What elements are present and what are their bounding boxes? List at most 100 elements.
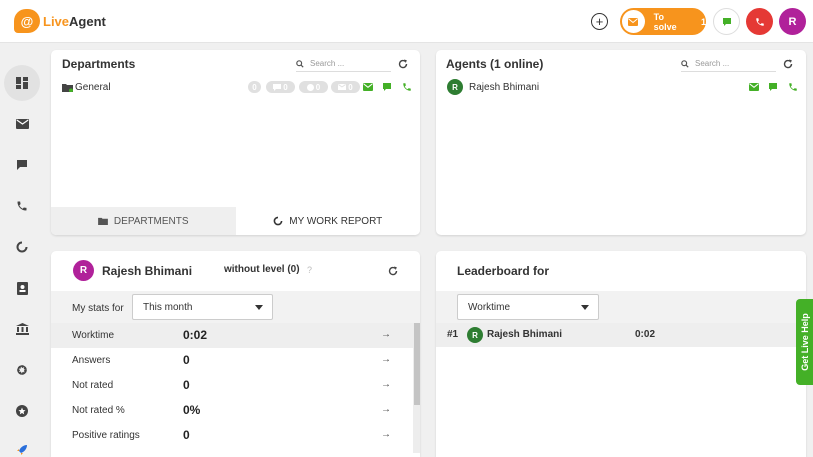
department-email-icon[interactable] xyxy=(362,81,374,93)
search-placeholder: Search ... xyxy=(695,59,730,68)
refresh-icon xyxy=(388,266,398,276)
stats-filter-bar: My stats for This month xyxy=(51,291,420,323)
stat-row-positive-ratings[interactable]: Positive ratings 0 → xyxy=(51,423,413,448)
stat-label: Not rated xyxy=(72,380,114,391)
plus-circle-icon[interactable]: + xyxy=(591,13,608,30)
chat-bubble-icon xyxy=(273,83,282,91)
stats-period-value: This month xyxy=(143,301,193,313)
leaderboard-rank: #1 xyxy=(447,329,459,340)
sidebar-item-contacts[interactable] xyxy=(4,270,40,306)
plugins-icon xyxy=(16,405,28,417)
stat-value: 0 xyxy=(183,378,190,392)
stat-label: Worktime xyxy=(72,330,115,341)
departments-title: Departments xyxy=(62,57,136,71)
chat-icon xyxy=(17,160,27,170)
to-solve-label: To solve xyxy=(653,11,677,32)
tab-my-work-report-label: MY WORK REPORT xyxy=(289,215,383,227)
to-solve-count: 1 xyxy=(700,16,706,27)
leaderboard-metric-select[interactable]: Worktime xyxy=(457,294,599,320)
envelope-icon xyxy=(338,84,347,90)
agent-email-icon[interactable] xyxy=(748,81,760,93)
folder-icon xyxy=(98,217,108,225)
settings-icon xyxy=(17,365,27,375)
agents-panel: Agents (1 online) Search ... R Rajesh Bh… xyxy=(436,50,806,235)
leaderboard-panel: Leaderboard for Worktime #1 R Rajesh Bhi… xyxy=(436,251,806,457)
stat-row-not-rated[interactable]: Not rated 0 → xyxy=(51,373,413,398)
sidebar-item-dashboard[interactable] xyxy=(4,65,40,101)
search-placeholder: Search ... xyxy=(310,59,345,68)
stats-user-avatar: R xyxy=(73,260,94,281)
tab-departments[interactable]: DEPARTMENTS xyxy=(51,207,236,235)
arrow-right-icon: → xyxy=(381,379,391,390)
logo-mark: @ xyxy=(14,9,40,33)
stat-value: 0:02 xyxy=(183,328,208,342)
stat-row-answers[interactable]: Answers 0 → xyxy=(51,348,413,373)
sidebar-item-plugins[interactable] xyxy=(4,393,40,429)
circle-icon xyxy=(306,83,314,91)
logo-text: LiveAgent xyxy=(43,13,106,29)
user-level: without level (0) xyxy=(224,264,300,275)
start-chat-button[interactable] xyxy=(713,8,740,35)
agents-refresh-button[interactable] xyxy=(782,58,794,70)
stats-refresh-button[interactable] xyxy=(387,265,399,277)
departments-panel: Departments Search ... General 0 0 0 0 D… xyxy=(51,50,420,235)
badge-emails: 0 xyxy=(331,81,360,93)
agent-row[interactable]: R Rajesh Bhimani xyxy=(447,79,539,95)
stat-row-not-rated-percent[interactable]: Not rated % 0% → xyxy=(51,398,413,423)
departments-refresh-button[interactable] xyxy=(397,58,409,70)
stat-row-worktime[interactable]: Worktime 0:02 → xyxy=(51,323,413,348)
report-icon xyxy=(273,216,284,226)
agent-name: Rajesh Bhimani xyxy=(469,81,540,93)
sidebar-item-getting-started[interactable] xyxy=(4,432,40,457)
stats-user-name: Rajesh Bhimani xyxy=(102,263,193,278)
agent-chat-icon[interactable] xyxy=(767,81,779,93)
leaderboard-name: Rajesh Bhimani xyxy=(487,329,563,340)
stats-user: R Rajesh Bhimani xyxy=(73,260,192,281)
rocket-icon xyxy=(17,445,27,455)
stat-value: 0 xyxy=(183,353,190,367)
reports-icon xyxy=(16,241,28,253)
contacts-icon xyxy=(16,281,28,295)
user-avatar[interactable]: R xyxy=(779,8,806,35)
refresh-icon xyxy=(783,59,793,69)
scrollbar-thumb[interactable] xyxy=(414,323,420,405)
envelope-icon xyxy=(622,10,645,33)
search-icon xyxy=(681,59,689,68)
level-help-icon[interactable]: ? xyxy=(307,265,313,275)
my-stats-for-label: My stats for xyxy=(72,303,124,314)
to-solve-button[interactable]: To solve 1 xyxy=(620,8,706,35)
sidebar-item-knowledgebase[interactable] xyxy=(4,311,40,347)
agent-phone-icon[interactable] xyxy=(787,81,799,93)
phone-icon xyxy=(17,201,27,211)
my-stats-panel: R Rajesh Bhimani without level (0) ? My … xyxy=(51,251,420,457)
sidebar-item-settings[interactable] xyxy=(4,352,40,388)
tab-departments-label: DEPARTMENTS xyxy=(113,215,189,227)
departments-search-input[interactable]: Search ... xyxy=(296,56,391,72)
sidebar-item-tickets[interactable] xyxy=(4,106,40,142)
chevron-down-icon xyxy=(255,305,263,310)
get-live-help-label: Get Live Help xyxy=(799,313,810,371)
agents-title: Agents (1 online) xyxy=(446,57,544,71)
sidebar xyxy=(0,44,44,457)
leaderboard-filter-bar: Worktime xyxy=(436,291,806,323)
agent-avatar: R xyxy=(447,79,463,95)
top-bar: @ LiveAgent + To solve 1 R xyxy=(0,0,813,43)
agents-search-input[interactable]: Search ... xyxy=(681,56,776,72)
sidebar-item-reports[interactable] xyxy=(4,229,40,265)
leaderboard-row[interactable]: #1 R Rajesh Bhimani 0:02 xyxy=(436,323,806,347)
arrow-right-icon: → xyxy=(381,354,391,365)
stats-scrollbar[interactable] xyxy=(413,323,420,453)
arrow-right-icon: → xyxy=(381,429,391,440)
sidebar-item-chats[interactable] xyxy=(4,147,40,183)
stats-period-select[interactable]: This month xyxy=(132,294,273,320)
tab-my-work-report[interactable]: MY WORK REPORT xyxy=(235,207,420,235)
badge-open: 0 xyxy=(248,81,261,93)
phone-icon xyxy=(755,17,764,26)
department-chat-icon[interactable] xyxy=(381,81,393,93)
get-live-help-button[interactable]: Get Live Help xyxy=(796,299,813,385)
search-icon xyxy=(296,59,304,68)
sidebar-item-calls[interactable] xyxy=(4,188,40,224)
liveagent-logo[interactable]: @ LiveAgent xyxy=(14,9,106,33)
department-phone-icon[interactable] xyxy=(401,81,413,93)
start-call-button[interactable] xyxy=(746,8,773,35)
